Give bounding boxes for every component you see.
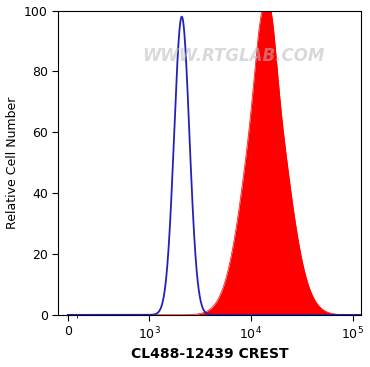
X-axis label: CL488-12439 CREST: CL488-12439 CREST <box>131 348 288 361</box>
Text: WWW.RTGLAB.COM: WWW.RTGLAB.COM <box>142 47 325 65</box>
Y-axis label: Relative Cell Number: Relative Cell Number <box>6 97 18 229</box>
